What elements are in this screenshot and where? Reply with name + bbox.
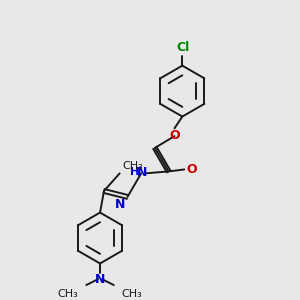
Text: N: N	[95, 273, 105, 286]
Text: Cl: Cl	[177, 41, 190, 54]
Text: N: N	[115, 198, 125, 211]
Text: H: H	[130, 167, 139, 177]
Text: O: O	[186, 163, 197, 176]
Text: CH₃: CH₃	[122, 289, 142, 299]
Text: CH₃: CH₃	[58, 289, 79, 299]
Text: N: N	[137, 166, 147, 179]
Text: O: O	[169, 129, 180, 142]
Text: CH₃: CH₃	[123, 161, 143, 171]
